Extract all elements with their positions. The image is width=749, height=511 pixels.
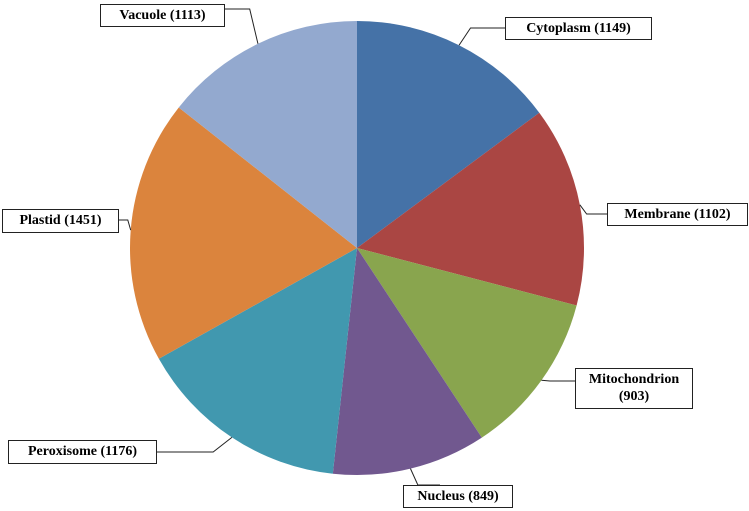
pie-slice: [357, 248, 577, 438]
data-label: Peroxisome (1176): [8, 440, 157, 464]
leader-line: [225, 8, 259, 44]
pie-slice: [158, 248, 357, 474]
data-label: Mitochondrion (903): [575, 368, 693, 409]
data-label: Nucleus (849): [403, 485, 513, 508]
pie-slice: [357, 21, 540, 248]
pie-slice: [129, 107, 357, 359]
data-label: Membrane (1102): [607, 203, 748, 226]
leader-line: [458, 27, 505, 46]
data-label: Plastid (1451): [2, 209, 119, 233]
data-label: Cytoplasm (1149): [505, 17, 652, 40]
leader-line: [119, 219, 132, 231]
leader-line: [579, 204, 607, 215]
leader-line: [157, 437, 233, 453]
pie-slice: [357, 112, 585, 306]
leader-line: [410, 468, 440, 486]
data-label: Vacuole (1113): [100, 4, 225, 27]
pie-slice: [332, 248, 482, 475]
pie-slice: [178, 21, 357, 248]
leader-line: [541, 379, 575, 382]
